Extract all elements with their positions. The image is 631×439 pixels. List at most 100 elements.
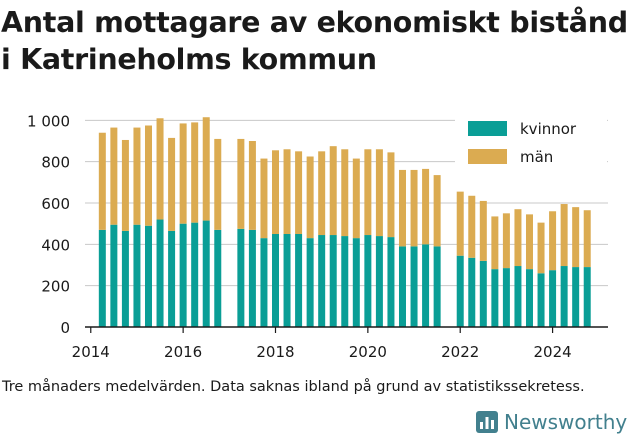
bar-man	[168, 137, 176, 231]
footnote: Tre månaders medelvärden. Data saknas ib…	[2, 379, 585, 395]
bar-man	[525, 214, 533, 270]
bar-kvinnor	[341, 236, 349, 327]
bar-kvinnor	[98, 229, 106, 327]
y-tick-label: 600	[41, 195, 70, 213]
bar-kvinnor	[456, 255, 464, 327]
bar-man	[283, 149, 291, 234]
chart-title: Antal mottagare av ekonomiskt bistånd i …	[1, 4, 631, 78]
bar-man	[214, 138, 222, 230]
bar-kvinnor	[248, 229, 256, 327]
bar-man	[306, 156, 314, 239]
x-tick-label: 2024	[533, 343, 571, 361]
bar-man	[422, 168, 430, 245]
bar-kvinnor	[329, 235, 337, 327]
bar-kvinnor	[156, 219, 164, 327]
bar-chart-icon	[476, 411, 498, 433]
legend-label: män	[520, 148, 553, 166]
bar-kvinnor	[375, 236, 383, 327]
bar-kvinnor	[272, 234, 279, 327]
bar-kvinnor	[491, 269, 499, 327]
chart-title-line-1: Antal mottagare av ekonomiskt bistånd	[1, 6, 628, 39]
bar-man	[202, 117, 210, 221]
bar-man	[514, 209, 522, 267]
bar-kvinnor	[364, 235, 372, 327]
bar-kvinnor	[168, 230, 176, 327]
bar-man	[468, 195, 476, 258]
bar-kvinnor	[537, 273, 545, 327]
bar-kvinnor	[468, 257, 476, 327]
bar-kvinnor	[260, 238, 268, 327]
x-tick-label: 2014	[72, 343, 110, 361]
bar-kvinnor	[352, 238, 360, 327]
bar-kvinnor	[398, 246, 406, 327]
brand-name: Newsworthy	[504, 410, 628, 434]
bar-kvinnor	[572, 267, 580, 327]
bar-kvinnor	[121, 230, 129, 327]
bar-man	[329, 146, 337, 236]
legend-swatch	[468, 149, 507, 164]
bar-man	[375, 149, 383, 237]
bar-kvinnor	[560, 266, 568, 327]
bar-kvinnor	[318, 235, 326, 327]
x-tick-label: 2018	[256, 343, 294, 361]
chart-title-line-2: i Katrineholms kommun	[1, 43, 377, 76]
bar-man	[456, 191, 464, 256]
bar-man	[98, 132, 106, 230]
bar-kvinnor	[202, 220, 210, 327]
bar-kvinnor	[502, 268, 510, 327]
bar-kvinnor	[583, 267, 591, 327]
bar-man	[398, 169, 406, 247]
bar-man	[572, 207, 580, 268]
bar-kvinnor	[133, 224, 141, 327]
x-tick-label: 2022	[441, 343, 479, 361]
bar-kvinnor	[549, 270, 557, 327]
gridlines: 0 200 400 600 800 1 000	[27, 112, 608, 337]
y-tick-label: 800	[41, 154, 70, 172]
bar-kvinnor	[295, 234, 303, 327]
bar-kvinnor	[237, 228, 245, 327]
bar-man	[237, 138, 245, 229]
newsworthy-logo[interactable]: Newsworthy	[476, 406, 627, 438]
axes: 2014 2016 2018 2020 2022 2024	[72, 326, 608, 361]
y-tick-label: 0	[60, 319, 70, 337]
bar-man	[549, 211, 557, 271]
bar-kvinnor	[525, 269, 533, 327]
bar-man	[364, 149, 372, 236]
bar-man	[318, 151, 326, 236]
bar-kvinnor	[283, 234, 291, 327]
legend: kvinnor män	[455, 113, 607, 171]
bar-man	[583, 210, 591, 268]
bar-man	[260, 158, 268, 239]
y-tick-label: 200	[41, 278, 70, 296]
bar-man	[479, 200, 487, 261]
bars	[98, 117, 591, 327]
bar-kvinnor	[179, 223, 187, 327]
bar-man	[387, 152, 395, 238]
bar-kvinnor	[110, 224, 118, 327]
bar-kvinnor	[479, 260, 487, 327]
legend-swatch	[468, 121, 507, 136]
bar-kvinnor	[191, 222, 199, 327]
bar-man	[433, 175, 441, 247]
bar-man	[110, 127, 118, 225]
bar-man	[491, 216, 499, 270]
bar-man	[295, 151, 303, 234]
bar-man	[179, 123, 187, 224]
bar-man	[410, 169, 418, 247]
bar-man	[272, 150, 279, 234]
bar-man	[248, 141, 256, 230]
bar-kvinnor	[145, 225, 152, 327]
y-tick-label: 1 000	[27, 112, 70, 130]
bar-kvinnor	[410, 246, 418, 327]
bar-man	[352, 158, 360, 239]
bar-man	[145, 125, 152, 226]
bar-kvinnor	[214, 229, 222, 327]
bar-man	[133, 127, 141, 225]
bar-kvinnor	[387, 237, 395, 327]
bar-man	[191, 122, 199, 223]
bar-man	[502, 213, 510, 269]
bar-man	[156, 118, 164, 220]
y-tick-label: 400	[41, 236, 70, 254]
bar-man	[341, 149, 349, 237]
